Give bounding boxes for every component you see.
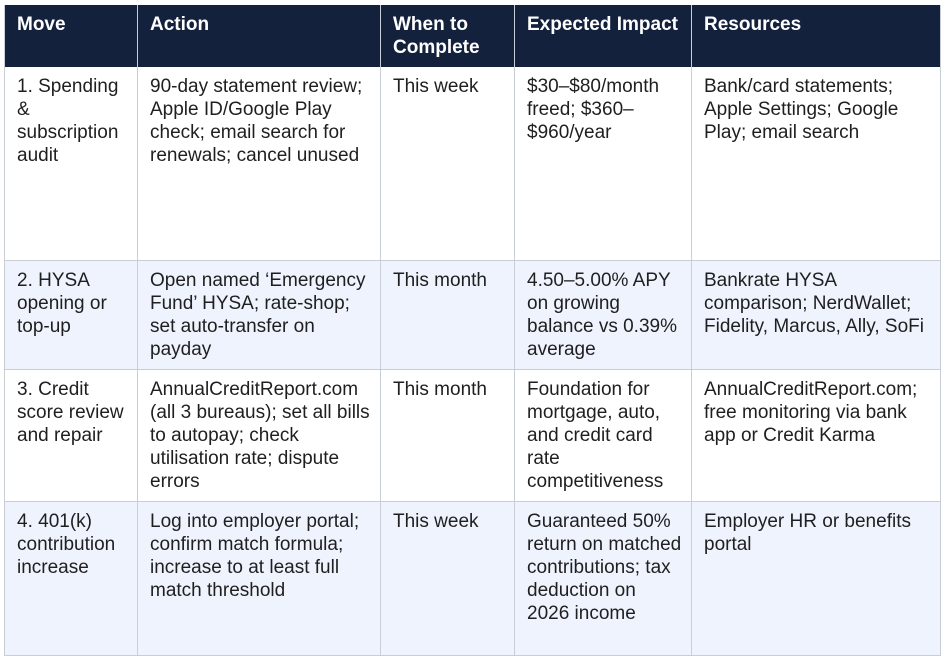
- header-resources: Resources: [691, 5, 941, 67]
- cell-when: This week: [380, 67, 515, 261]
- cell-impact: $30–$80/month freed; $360–$960/year: [514, 67, 692, 261]
- cell-impact: 4.50–5.00% APY on growing balance vs 0.3…: [514, 260, 692, 370]
- header-when: When to Complete: [380, 5, 515, 67]
- cell-resources: Bank/card statements; Apple Settings; Go…: [691, 67, 941, 261]
- cell-resources: AnnualCreditReport.com; free monitoring …: [691, 369, 941, 502]
- cell-impact: Guaranteed 50% return on matched contrib…: [514, 501, 692, 656]
- cell-when: This month: [380, 260, 515, 370]
- cell-resources: Bankrate HYSA comparison; NerdWallet; Fi…: [691, 260, 941, 370]
- cell-impact: Foundation for mortgage, auto, and credi…: [514, 369, 692, 502]
- cell-resources: Employer HR or benefits portal: [691, 501, 941, 656]
- cell-action: Open named ‘Emergency Fund’ HYSA; rate-s…: [137, 260, 381, 370]
- cell-action: 90-day statement review; Apple ID/Google…: [137, 67, 381, 261]
- cell-move: 4. 401(k) contribution increase: [4, 501, 138, 656]
- cell-action: AnnualCreditReport.com (all 3 bureaus); …: [137, 369, 381, 502]
- cell-move: 2. HYSA opening or top-up: [4, 260, 138, 370]
- cell-when: This week: [380, 501, 515, 656]
- header-impact: Expected Impact: [514, 5, 692, 67]
- table-row: 2. HYSA opening or top-up Open named ‘Em…: [4, 260, 941, 370]
- cell-when: This month: [380, 369, 515, 502]
- financial-moves-table: Move Action When to Complete Expected Im…: [4, 5, 941, 656]
- cell-action: Log into employer portal; confirm match …: [137, 501, 381, 656]
- header-row: Move Action When to Complete Expected Im…: [4, 5, 941, 67]
- table-row: 4. 401(k) contribution increase Log into…: [4, 501, 941, 656]
- table-row: 1. Spending & subscription audit 90-day …: [4, 67, 941, 261]
- header-move: Move: [4, 5, 138, 67]
- header-action: Action: [137, 5, 381, 67]
- cell-move: 3. Credit score review and repair: [4, 369, 138, 502]
- table-row: 3. Credit score review and repair Annual…: [4, 369, 941, 502]
- cell-move: 1. Spending & subscription audit: [4, 67, 138, 261]
